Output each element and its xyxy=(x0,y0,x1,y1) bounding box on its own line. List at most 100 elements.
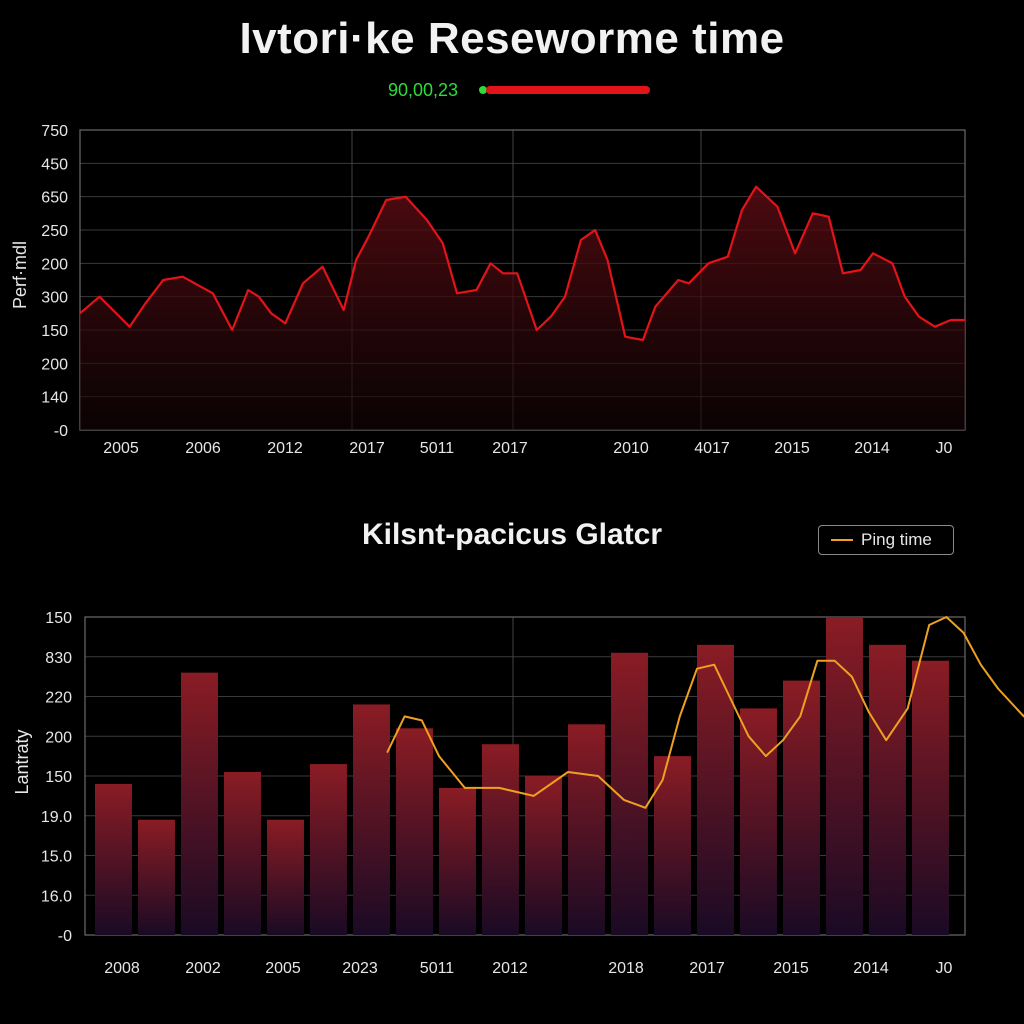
chart2-x-tick-label: 2012 xyxy=(492,960,528,977)
chart1-y-tick-label: 200 xyxy=(41,356,68,373)
chart2-bar xyxy=(181,672,218,935)
chart1-point xyxy=(755,185,757,188)
chart1-y-tick-label: 150 xyxy=(41,323,68,340)
chart1-point xyxy=(891,262,894,265)
status-indicator-icon xyxy=(479,86,487,94)
chart2-ping-point xyxy=(885,739,887,742)
chart1-point xyxy=(918,315,920,318)
chart2-ping-point xyxy=(567,771,569,773)
chart2-ping-point xyxy=(464,787,466,789)
chart2-bar xyxy=(224,772,261,935)
chart2-ping-point xyxy=(713,663,715,666)
chart2-ping-point xyxy=(945,616,948,618)
chart1-point xyxy=(564,295,566,298)
chart2-x-tick-label: 2005 xyxy=(265,960,301,977)
chart2-ping-point xyxy=(782,739,784,742)
chart2-y-tick-label: 830 xyxy=(45,650,72,667)
status-progress-bar xyxy=(486,86,650,94)
chart1-point xyxy=(98,295,101,298)
chart1-point xyxy=(79,312,81,315)
chart1-area-fill xyxy=(80,186,965,430)
chart1-point xyxy=(535,329,538,331)
chart1-series-line xyxy=(79,185,965,342)
chart2-bar xyxy=(654,756,691,935)
chart1-x-tick-label: 2015 xyxy=(774,440,810,457)
chart1-y-tick-label: 140 xyxy=(41,390,68,407)
chart1-point xyxy=(624,335,626,338)
chart1-point xyxy=(794,252,796,255)
chart1-point xyxy=(128,325,131,328)
chart2-x-tick-label: 2018 xyxy=(608,960,644,977)
chart2-ping-point xyxy=(962,632,965,634)
chart1-y-tick-label: 250 xyxy=(41,223,68,240)
chart2-bar xyxy=(525,776,562,935)
chart2-ping-point xyxy=(597,775,599,777)
chart2-ping-point xyxy=(816,659,819,662)
chart1-point xyxy=(181,275,184,278)
chart1-point xyxy=(321,265,324,268)
chart2-ping-point xyxy=(623,799,625,801)
chart1-point xyxy=(606,259,609,261)
chart1-point xyxy=(385,199,388,201)
chart1-point xyxy=(456,292,458,295)
chart2-y-tick-label: 15.0 xyxy=(41,849,72,866)
chart1-point xyxy=(302,282,304,285)
legend-label: Ping time xyxy=(861,530,932,549)
chart1-point xyxy=(580,239,582,241)
chart1-point xyxy=(811,212,814,215)
chart2-y-tick-label: 19.0 xyxy=(41,809,72,826)
chart2-bar xyxy=(740,708,777,935)
chart2-ping-point xyxy=(906,707,909,710)
chart2-ping-point xyxy=(868,711,870,714)
chart1-point xyxy=(934,325,936,328)
chart1-point xyxy=(776,205,779,208)
chart1-x-tick-label: 2017 xyxy=(492,440,528,457)
chart2-ping-point xyxy=(833,659,836,662)
chart2-x-tick-label: 5011 xyxy=(420,960,455,977)
chart1-x-tick-label: 2010 xyxy=(613,440,649,457)
chart2-ping-point xyxy=(799,715,801,718)
chart1-point xyxy=(964,319,966,321)
chart2-bar xyxy=(439,787,476,935)
chart1-point xyxy=(654,305,657,308)
chart1-x-tick-label: J0 xyxy=(936,440,953,457)
chart2-bar xyxy=(95,783,132,935)
chart2-bar xyxy=(138,819,175,935)
chart1-x-tick-label: 2012 xyxy=(267,440,303,457)
chart2-ping-point xyxy=(997,687,999,690)
chart1-point xyxy=(502,272,504,275)
chart1-point xyxy=(247,289,249,291)
chart1-point xyxy=(489,262,492,265)
chart2-x-tick-label: 2014 xyxy=(853,960,889,977)
chart2-x-tick-label: 2023 xyxy=(342,960,378,977)
chart1-point xyxy=(950,319,952,321)
page-title: Ivtori·ke Reseworme time xyxy=(239,14,785,63)
chart2-bar xyxy=(568,724,605,935)
chart2-ping-point xyxy=(851,675,853,678)
chart1-y-tick-label: -0 xyxy=(54,423,68,440)
chart2-y-tick-label: -0 xyxy=(58,928,72,945)
chart2-ping-point xyxy=(730,699,733,702)
chart2-ping-point xyxy=(747,735,750,738)
chart2-x-tick-label: 2015 xyxy=(773,960,809,977)
chart1-point xyxy=(475,289,478,291)
chart1-point xyxy=(859,269,862,271)
chart2-bar xyxy=(826,617,863,935)
chart2-ping-point xyxy=(421,719,423,722)
chart1-point xyxy=(677,279,680,281)
chart1-point xyxy=(642,339,644,341)
chart1-x-tick-label: 2006 xyxy=(185,440,221,457)
chart1-point xyxy=(442,242,444,245)
chart1-point xyxy=(270,312,272,315)
chart2-y-tick-label: 220 xyxy=(45,690,72,707)
chart2-ping-point xyxy=(696,667,698,670)
chart1-point xyxy=(367,235,370,238)
chart2-ping-point xyxy=(438,755,440,757)
chart1-y-axis-label: Perf·mdl xyxy=(10,241,30,309)
chart2-y-tick-label: 200 xyxy=(45,729,72,746)
chart1-plot: 750 450 650 250 200 300 150 200 140 -0 2005 2006 201… xyxy=(10,123,966,457)
chart1-point xyxy=(355,259,357,261)
chart2-y-tick-label: 150 xyxy=(45,769,72,786)
chart2-bar xyxy=(869,644,906,935)
